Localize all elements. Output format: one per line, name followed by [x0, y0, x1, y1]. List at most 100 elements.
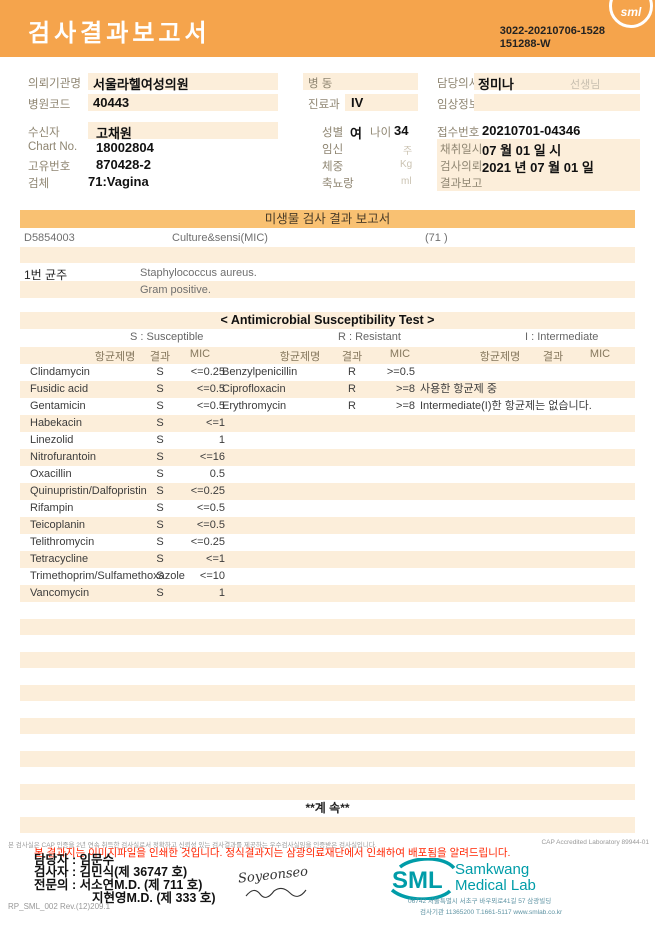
ast-cell-mic2: >=8 — [396, 383, 415, 395]
ast-column-header: 결과 — [542, 351, 564, 363]
doctor-field — [474, 73, 640, 90]
weight-label: 체중 — [322, 161, 344, 173]
ast-cell-name1: Rifampin — [30, 502, 74, 514]
empty-row-stripe — [20, 784, 635, 800]
pregnancy-unit: 주 — [403, 146, 413, 157]
sml-address-line2: 검사기관 11365200 T.1661-5117 www.smlab.co.k… — [420, 909, 563, 916]
empty-row-stripe — [20, 685, 635, 701]
ast-cell-name2: Erythromycin — [222, 400, 287, 412]
ast-cell-mic1: <=0.25 — [190, 536, 225, 548]
ast-table-row: Trimethoprim/Sulfamethoxazole S <=10 — [20, 568, 635, 585]
ward-label: 병 동 — [308, 78, 333, 90]
ast-cell-name1: Gentamicin — [30, 400, 86, 412]
empty-row-stripe — [20, 652, 635, 668]
ast-cell-mic1: <=0.25 — [190, 366, 225, 378]
ast-table-row: Oxacillin S 0.5 — [20, 466, 635, 483]
specialist-line-2: 지현영M.D. (제 333 호) — [92, 891, 216, 905]
examiner-line: 검사자 : 김민식(제 36747 호) — [34, 865, 188, 879]
urine-label: 축뇨랑 — [322, 178, 354, 190]
specialist-line-1: 전문의 : 서소연M.D. (제 711 호) — [34, 878, 203, 892]
ast-cell-res1: S — [156, 400, 164, 412]
ast-cell-name1: Telithromycin — [30, 536, 95, 548]
ast-table-row: Quinupristin/Dalfopristin S <=0.25 — [20, 483, 635, 500]
ast-table-row: Habekacin S <=1 — [20, 415, 635, 432]
cap-accreditation-note: 본 검사실은 CAP 인증을 2년 연속 취득한 검사실로서 정확하고 신뢰성 … — [8, 842, 377, 849]
uid-value: 870428-2 — [96, 157, 151, 172]
dept-value: IV — [351, 95, 364, 110]
hospital-code-label: 병원코드 — [28, 99, 71, 111]
sml-address-line1: 06742 서울특별시 서초구 바우뫼로41길 57 삼광빌딩 — [408, 898, 552, 905]
dept-field — [345, 94, 418, 111]
ast-cell-name1: Clindamycin — [30, 366, 90, 378]
ast-cell-res1: S — [156, 502, 164, 514]
ast-cell-mic1: <=10 — [199, 570, 225, 582]
sml-logo-icon: SML — [390, 858, 456, 900]
legend-resistant: R : Resistant — [338, 331, 401, 343]
clinical-field — [474, 94, 640, 111]
ast-column-header: 결과 — [341, 351, 363, 363]
specimen-label: 검체 — [28, 178, 50, 190]
ast-cell-note: 사용한 항균제 중 — [420, 383, 497, 395]
ast-cell-mic1: 1 — [218, 434, 225, 446]
empty-rows-region — [20, 602, 635, 800]
ast-column-header: 항균제명 — [94, 351, 136, 363]
ast-column-header: MIC — [189, 348, 211, 360]
ast-cell-name2: Ciprofloxacin — [222, 383, 286, 395]
ast-cell-res1: S — [156, 468, 164, 480]
empty-row-stripe — [20, 619, 635, 635]
ast-title: < Antimicrobial Susceptibility Test > — [20, 312, 635, 329]
gram-stripe — [20, 281, 635, 298]
recipient-field — [88, 122, 278, 139]
recipient-value: 고채원 — [96, 126, 132, 141]
micro-specimen-code: (71 ) — [425, 232, 448, 244]
ast-cell-res1: S — [156, 536, 164, 548]
hospital-code-value: 40443 — [93, 95, 130, 110]
ast-table-row: Tetracycline S <=1 — [20, 551, 635, 568]
sml-lab-name-line2: Medical Lab — [455, 877, 536, 894]
report-number-line2: 151288-W — [499, 38, 551, 50]
ast-column-header: MIC — [389, 348, 411, 360]
ast-cell-res1: S — [156, 383, 164, 395]
age-value: 34 — [394, 123, 409, 138]
ast-cell-res1: S — [156, 519, 164, 531]
ast-cell-mic1: 1 — [218, 587, 225, 599]
ast-legend: S : Susceptible R : Resistant I : Interm… — [20, 330, 635, 346]
strain-label: 1번 균주 — [24, 268, 68, 282]
ast-cell-res1: S — [156, 587, 164, 599]
referrer-field — [88, 73, 278, 90]
ast-cell-name1: Fusidic acid — [30, 383, 89, 395]
ast-cell-note: Intermediate(I)한 항균제는 없습니다. — [420, 400, 592, 412]
referrer-value: 서울라헬여성의원 — [93, 77, 189, 92]
ast-cell-res1: S — [156, 485, 164, 497]
dept-label: 진료과 — [308, 99, 340, 111]
ast-column-header: 항균제명 — [479, 351, 521, 363]
ast-cell-mic1: <=16 — [199, 451, 225, 463]
referrer-label: 의뢰기관명 — [28, 78, 81, 90]
ast-cell-mic1: <=0.5 — [196, 502, 225, 514]
weight-unit: Kg — [400, 159, 413, 170]
doctor-suffix: 선생님 — [570, 79, 601, 91]
age-label: 나이 — [370, 127, 392, 139]
receipt-value: 20210701-04346 — [482, 123, 581, 138]
ast-cell-res2: R — [348, 383, 356, 395]
ast-cell-mic1: <=0.5 — [196, 519, 225, 531]
receipt-label: 접수번호 — [437, 127, 480, 139]
ast-cell-name1: Oxacillin — [30, 468, 72, 480]
report-number-line1: 3022-20210706-1528 — [499, 25, 605, 37]
ast-cell-res2: R — [348, 400, 356, 412]
ast-table-body: Clindamycin S <=0.25 Benzylpenicillin R >=0.5… — [20, 364, 635, 602]
urine-unit: ml — [401, 176, 412, 187]
empty-row-stripe — [20, 718, 635, 734]
sml-lab-name-line1: Samkwang — [455, 861, 530, 878]
ast-cell-res1: S — [156, 553, 164, 565]
ast-table-row: Gentamicin S <=0.5 Erythromycin R >=8 Intermed… — [20, 398, 635, 415]
document-code: RP_SML_002 Rev.(12)209.1 — [8, 902, 111, 911]
continued-marker: **계 속** — [305, 801, 350, 815]
ast-cell-res1: S — [156, 434, 164, 446]
ast-cell-mic1: <=1 — [206, 417, 225, 429]
chart-no-value: 18002804 — [96, 140, 154, 155]
ast-column-header: 결과 — [149, 351, 171, 363]
ast-cell-name1: Linezolid — [30, 434, 74, 446]
dates-field-group — [437, 139, 640, 191]
ast-cell-mic1: <=0.25 — [190, 485, 225, 497]
